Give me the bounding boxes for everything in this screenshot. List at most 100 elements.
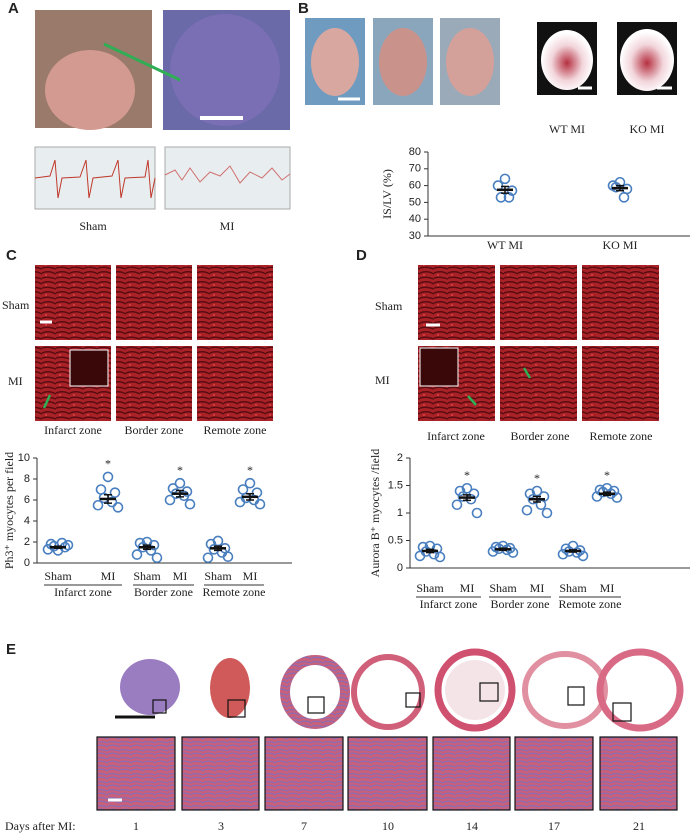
arrow	[42, 394, 52, 409]
data-point	[62, 539, 74, 551]
data-point	[461, 482, 473, 494]
row-label: MI	[375, 373, 390, 387]
photo	[379, 28, 427, 96]
day-label: 7	[301, 819, 307, 833]
data-point	[244, 477, 256, 489]
column-label: Border zone	[125, 423, 184, 437]
data-point	[42, 544, 54, 555]
data-point	[151, 552, 163, 564]
zoom-boxes	[152, 682, 632, 722]
data-point	[499, 173, 511, 185]
zoomed-sections	[96, 736, 678, 811]
inset	[69, 349, 109, 387]
y-tick-label: 4	[24, 515, 30, 527]
y-tick-label: 70	[409, 163, 421, 175]
data-point	[112, 502, 124, 513]
column-label: Remote zone	[590, 429, 653, 443]
data-point	[507, 547, 519, 558]
micrographs	[35, 265, 273, 421]
x-tick-label: MI	[460, 581, 475, 595]
data-point	[254, 498, 266, 510]
row-label: Sham	[2, 298, 30, 312]
data-point	[591, 491, 603, 502]
data-point	[45, 538, 57, 550]
ecg-label: Sham	[79, 219, 107, 233]
data-point	[454, 485, 466, 497]
data-point	[608, 485, 620, 497]
x-tick-label: Sham	[204, 569, 232, 583]
column-label: Remote zone	[204, 423, 267, 437]
y-tick-label: 2	[24, 536, 30, 548]
y-tick-label: 0.5	[388, 534, 403, 546]
data-point	[414, 550, 426, 562]
panel-label: E	[6, 641, 16, 658]
data-point	[531, 485, 543, 497]
x-tick-label: Sham	[489, 581, 517, 595]
arrow	[103, 42, 181, 82]
column-label: Infarct zone	[427, 429, 485, 443]
photo	[620, 29, 674, 91]
significance: *	[464, 468, 470, 482]
micrographs	[418, 265, 659, 421]
data-point	[521, 504, 533, 516]
x-tick-label: WT MI	[487, 238, 523, 252]
photo-label: KO MI	[630, 122, 665, 136]
x-tick-label: Sham	[559, 581, 587, 595]
group-label: Remote zone	[559, 597, 622, 611]
y-tick-label: 40	[409, 213, 421, 225]
x-tick-label: MI	[173, 569, 188, 583]
x-tick-label: KO MI	[603, 238, 638, 252]
y-tick-label: 30	[409, 230, 421, 242]
day-label: 14	[466, 819, 478, 833]
photo	[311, 28, 359, 96]
x-tick-label: MI	[530, 581, 545, 595]
day-label: 10	[382, 819, 394, 833]
significance: *	[177, 463, 183, 477]
data-point	[618, 192, 630, 203]
significance: *	[105, 457, 111, 471]
significance: *	[534, 471, 540, 485]
day-label: 17	[548, 819, 560, 833]
arrow	[522, 367, 532, 379]
data-point	[222, 551, 234, 563]
data-point	[109, 487, 121, 498]
day-label: 3	[218, 819, 224, 833]
data-point	[541, 507, 553, 519]
y-tick-label: 10	[18, 452, 30, 464]
row-label: Sham	[375, 299, 403, 313]
y-axis-label: IS/LV (%)	[380, 169, 394, 219]
data-point	[557, 548, 569, 560]
y-tick-label: 60	[409, 180, 421, 192]
data-point	[131, 549, 143, 560]
days-label: Days after MI:	[5, 819, 76, 833]
x-tick-label: MI	[600, 581, 615, 595]
x-tick-label: Sham	[44, 569, 72, 583]
group-label: Infarct zone	[54, 585, 112, 599]
data-point	[487, 546, 499, 557]
data-point	[577, 550, 589, 562]
ecg-label: MI	[220, 219, 235, 233]
y-tick-label: 0	[397, 562, 403, 574]
ecg	[164, 146, 291, 210]
y-axis-label: Ph3⁺ myocytes per field	[2, 452, 16, 569]
data-point	[92, 499, 104, 511]
group-label: Remote zone	[203, 585, 266, 599]
data-point	[471, 507, 483, 519]
y-tick-label: 0	[24, 557, 30, 569]
ecg-trace	[34, 159, 156, 199]
x-tick-label: Sham	[416, 581, 444, 595]
data-point	[451, 499, 463, 511]
day-label: 21	[633, 819, 645, 833]
ecg-trace	[164, 165, 291, 184]
data-point	[184, 498, 196, 510]
y-tick-label: 1	[397, 507, 403, 519]
sections	[120, 648, 684, 732]
data-point	[102, 471, 114, 483]
photo-label: WT MI	[549, 122, 585, 136]
column-label: Border zone	[511, 429, 570, 443]
significance: *	[604, 468, 610, 482]
photo	[170, 14, 280, 126]
y-tick-label: 8	[24, 473, 30, 485]
group-label: Infarct zone	[420, 597, 478, 611]
